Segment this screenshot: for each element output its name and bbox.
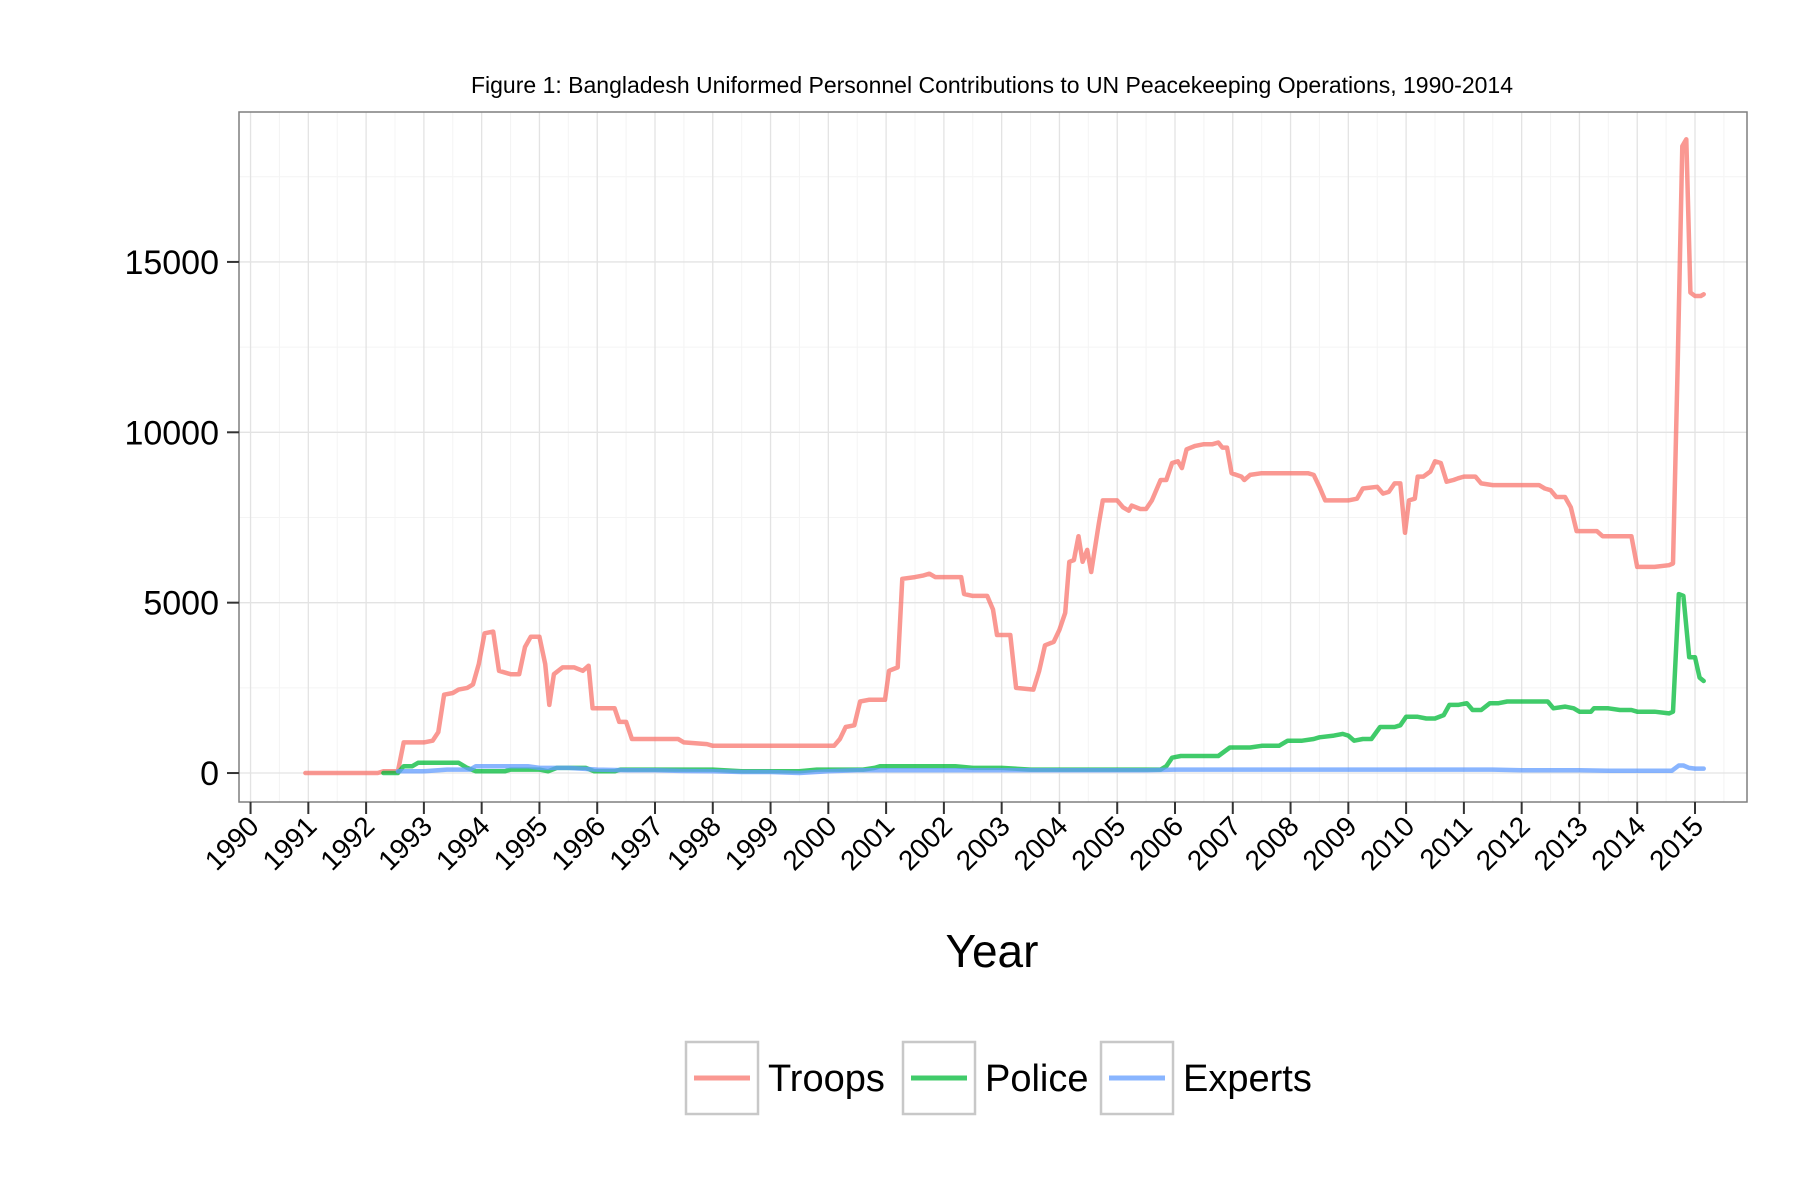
- legend: Troops Police Experts: [684, 1040, 1312, 1116]
- y-tick-label: 15000: [124, 244, 219, 282]
- x-tick-label: 1992: [314, 810, 380, 876]
- x-tick-label: 1994: [430, 810, 496, 876]
- x-tick-label: 2009: [1297, 810, 1363, 876]
- legend-label: Police: [985, 1058, 1089, 1100]
- x-tick-label: 2000: [777, 810, 843, 876]
- x-axis-label: Year: [946, 925, 1039, 977]
- series-line-police: [381, 591, 1706, 776]
- x-tick-label: 1995: [488, 810, 554, 876]
- series-line-troops: [303, 137, 1706, 776]
- y-tick-label: 0: [200, 755, 219, 793]
- x-tick-label: 1998: [661, 810, 727, 876]
- x-tick-label: 2011: [1414, 810, 1479, 875]
- x-tick-label: 2004: [1008, 810, 1074, 876]
- x-tick-label: 2014: [1585, 810, 1651, 876]
- x-tick-label: 1997: [603, 810, 669, 876]
- series-line-experts: [395, 763, 1706, 776]
- x-tick-label: 2003: [950, 810, 1016, 876]
- x-tick-label: 2005: [1065, 810, 1131, 876]
- x-tick-label: 2008: [1239, 810, 1305, 876]
- x-tick-label: 2013: [1528, 810, 1594, 876]
- x-tick-label: 2002: [892, 810, 958, 876]
- x-tick-label: 1996: [545, 810, 611, 876]
- x-tick-label: 2001: [834, 810, 900, 876]
- x-tick-label: 1991: [257, 810, 323, 876]
- x-tick-label: 2010: [1354, 810, 1420, 876]
- x-tick-label: 2006: [1123, 810, 1189, 876]
- legend-label: Troops: [768, 1058, 885, 1100]
- grid: [239, 112, 1747, 802]
- legend-item-police: Police: [901, 1040, 1089, 1116]
- x-tick-label: 2007: [1181, 810, 1247, 876]
- x-tick-label: 1990: [199, 810, 265, 876]
- y-tick-label: 10000: [124, 414, 219, 452]
- legend-item-experts: Experts: [1099, 1040, 1312, 1116]
- x-axis: 1990199119921993199419951996199719981999…: [199, 802, 1709, 876]
- x-tick-label: 2015: [1643, 810, 1709, 876]
- chart-title: Figure 1: Bangladesh Uniformed Personnel…: [471, 72, 1513, 98]
- x-tick-label: 2012: [1470, 810, 1536, 876]
- series-lines: [303, 137, 1706, 776]
- legend-label: Experts: [1183, 1058, 1312, 1100]
- legend-item-troops: Troops: [684, 1040, 885, 1116]
- x-tick-label: 1993: [372, 810, 438, 876]
- y-axis: 0 5000 10000 15000: [124, 244, 239, 793]
- y-tick-label: 5000: [143, 585, 219, 623]
- plot-panel-border: [238, 111, 1748, 803]
- x-tick-label: 1999: [719, 810, 785, 876]
